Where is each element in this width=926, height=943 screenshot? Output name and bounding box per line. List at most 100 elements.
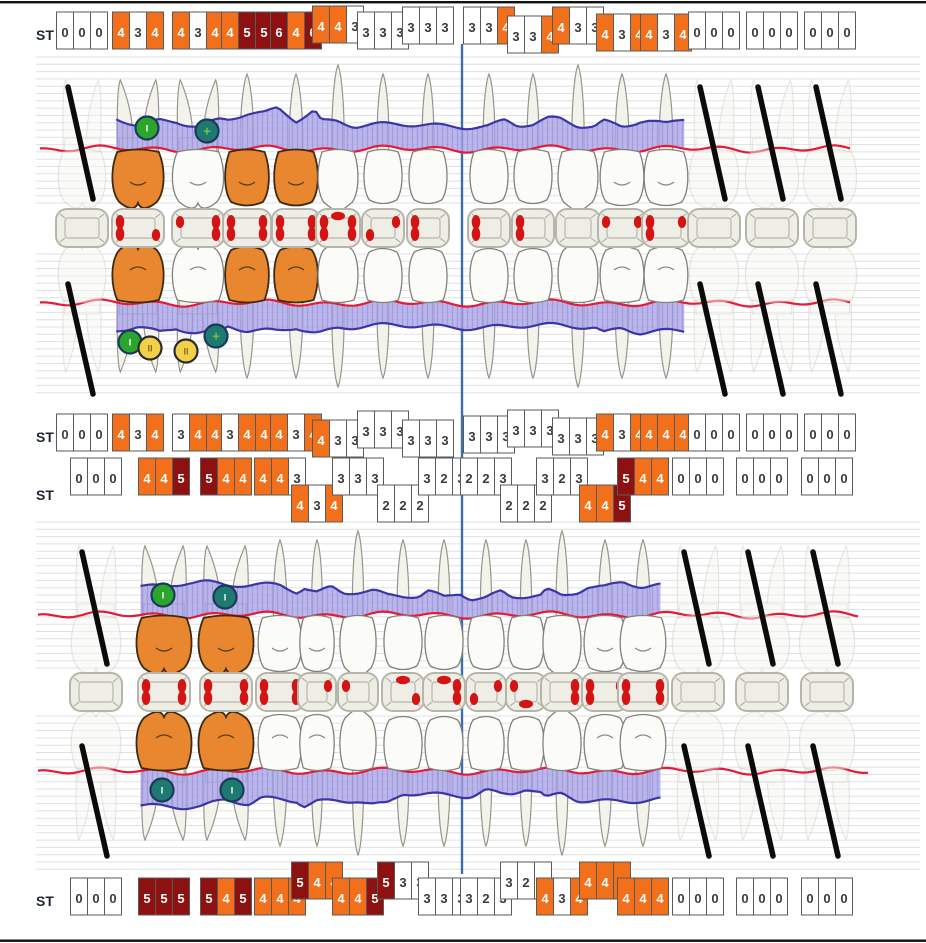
pocket-depth-cell[interactable]: 4	[596, 413, 614, 452]
pocket-depth-cell[interactable]: 3	[394, 861, 412, 900]
occlusal-surface-1[interactable]	[69, 672, 123, 712]
occlusal-surface-13[interactable]	[617, 672, 669, 712]
pocket-depth-cell[interactable]: 5	[617, 457, 635, 496]
pocket-depth-cell[interactable]: 3	[613, 13, 631, 52]
pocket-depth-cell[interactable]: 5	[377, 861, 395, 900]
furcation-marker[interactable]: +	[194, 118, 220, 144]
occlusal-surface-14[interactable]	[671, 672, 725, 712]
pocket-depth-cell[interactable]: 3	[524, 409, 542, 448]
pocket-depth-cell[interactable]: 4	[596, 13, 614, 52]
pocket-depth-cell[interactable]: 2	[553, 457, 571, 496]
furcation-marker[interactable]: I	[149, 777, 175, 803]
pocket-depth-cell[interactable]: 0	[763, 11, 781, 50]
occlusal-surface-4[interactable]	[255, 672, 305, 712]
occlusal-surface-16[interactable]	[800, 672, 854, 712]
pocket-depth-cell[interactable]: 2	[477, 457, 495, 496]
occlusal-surface-6[interactable]	[315, 208, 361, 248]
pocket-depth-cell[interactable]: 3	[349, 457, 367, 496]
pocket-depth-cell[interactable]: 3	[332, 457, 350, 496]
pocket-depth-cell[interactable]: 4	[221, 11, 239, 50]
occlusal-surface-3[interactable]	[199, 672, 253, 712]
occlusal-surface-8[interactable]	[422, 672, 466, 712]
pocket-depth-cell[interactable]: 4	[206, 11, 224, 50]
pocket-depth-cell[interactable]: 0	[835, 877, 853, 916]
pocket-depth-cell[interactable]: 4	[155, 457, 173, 496]
pocket-depth-cell[interactable]: 3	[221, 413, 239, 452]
pocket-depth-cell[interactable]: 0	[73, 413, 91, 452]
pocket-depth-cell[interactable]: 5	[238, 11, 256, 50]
pocket-depth-cell[interactable]: 4	[332, 877, 350, 916]
pocket-depth-cell[interactable]: 0	[688, 413, 706, 452]
pocket-depth-cell[interactable]: 3	[463, 415, 481, 454]
occlusal-surface-11[interactable]	[540, 672, 584, 712]
pocket-depth-cell[interactable]: 3	[536, 457, 554, 496]
pocket-depth-cell[interactable]: 4	[112, 11, 130, 50]
pocket-depth-cell[interactable]: 4	[312, 5, 330, 44]
pocket-depth-cell[interactable]: 0	[736, 877, 754, 916]
occlusal-surface-2[interactable]	[111, 208, 165, 248]
pocket-depth-cell[interactable]: 4	[640, 13, 658, 52]
pocket-depth-cell[interactable]: 4	[308, 861, 326, 900]
occlusal-surface-8[interactable]	[406, 208, 450, 248]
pocket-depth-cell[interactable]: 2	[377, 484, 395, 523]
pocket-depth-cell[interactable]: 3	[613, 413, 631, 452]
pocket-depth-cell[interactable]: 0	[56, 11, 74, 50]
pocket-depth-cell[interactable]: 5	[234, 877, 252, 916]
pocket-depth-cell[interactable]: 5	[255, 11, 273, 50]
pocket-depth-cell[interactable]: 3	[129, 11, 147, 50]
pocket-depth-cell[interactable]: 3	[374, 11, 392, 50]
occlusal-surface-4[interactable]	[222, 208, 272, 248]
occlusal-surface-9[interactable]	[467, 208, 511, 248]
pocket-depth-cell[interactable]: 4	[217, 457, 235, 496]
pocket-depth-cell[interactable]: 4	[287, 11, 305, 50]
pocket-depth-cell[interactable]: 0	[104, 457, 122, 496]
pocket-depth-cell[interactable]: 4	[146, 11, 164, 50]
pocket-depth-cell[interactable]: 5	[200, 877, 218, 916]
pocket-depth-cell[interactable]: 4	[579, 484, 597, 523]
pocket-depth-cell[interactable]: 3	[418, 457, 436, 496]
occlusal-surface-14[interactable]	[687, 208, 741, 248]
occlusal-surface-7[interactable]	[381, 672, 425, 712]
pocket-depth-cell[interactable]: 0	[780, 11, 798, 50]
occlusal-surface-16[interactable]	[803, 208, 857, 248]
pocket-depth-cell[interactable]: 3	[129, 413, 147, 452]
pocket-depth-cell[interactable]: 0	[73, 11, 91, 50]
pocket-depth-cell[interactable]: 3	[569, 417, 587, 456]
furcation-marker[interactable]: II	[173, 338, 199, 364]
furcation-marker[interactable]: II	[137, 335, 163, 361]
pocket-depth-cell[interactable]: 0	[770, 877, 788, 916]
pocket-depth-cell[interactable]: 4	[536, 877, 554, 916]
pocket-depth-cell[interactable]: 0	[753, 457, 771, 496]
pocket-depth-cell[interactable]: 0	[70, 457, 88, 496]
occlusal-surface-12[interactable]	[597, 208, 647, 248]
pocket-depth-cell[interactable]: 0	[746, 413, 764, 452]
pocket-depth-cell[interactable]: 5	[155, 877, 173, 916]
pocket-depth-cell[interactable]: 0	[763, 413, 781, 452]
pocket-depth-cell[interactable]: 3	[507, 15, 525, 54]
furcation-marker[interactable]: I	[150, 582, 176, 608]
pocket-depth-cell[interactable]: 0	[706, 457, 724, 496]
pocket-depth-cell[interactable]: 0	[746, 11, 764, 50]
pocket-depth-cell[interactable]: 0	[90, 11, 108, 50]
pocket-depth-cell[interactable]: 4	[146, 413, 164, 452]
pocket-depth-cell[interactable]: 5	[138, 877, 156, 916]
pocket-depth-cell[interactable]: 3	[402, 6, 420, 45]
pocket-depth-cell[interactable]: 4	[349, 877, 367, 916]
pocket-depth-cell[interactable]: 4	[651, 457, 669, 496]
occlusal-surface-2[interactable]	[137, 672, 191, 712]
pocket-depth-cell[interactable]: 4	[189, 413, 207, 452]
furcation-marker[interactable]: I	[219, 777, 245, 803]
pocket-depth-cell[interactable]: 0	[672, 457, 690, 496]
pocket-depth-cell[interactable]: 4	[255, 413, 273, 452]
pocket-depth-cell[interactable]: 6	[270, 11, 288, 50]
pocket-depth-cell[interactable]: 0	[753, 877, 771, 916]
occlusal-surface-9[interactable]	[465, 672, 507, 712]
occlusal-surface-3[interactable]	[171, 208, 225, 248]
pocket-depth-cell[interactable]: 2	[477, 877, 495, 916]
pocket-depth-cell[interactable]: 4	[138, 457, 156, 496]
pocket-depth-cell[interactable]: 4	[640, 413, 658, 452]
occlusal-surface-15[interactable]	[735, 672, 789, 712]
pocket-depth-cell[interactable]: 3	[500, 861, 518, 900]
pocket-depth-cell[interactable]: 2	[460, 457, 478, 496]
pocket-depth-cell[interactable]: 4	[617, 877, 635, 916]
